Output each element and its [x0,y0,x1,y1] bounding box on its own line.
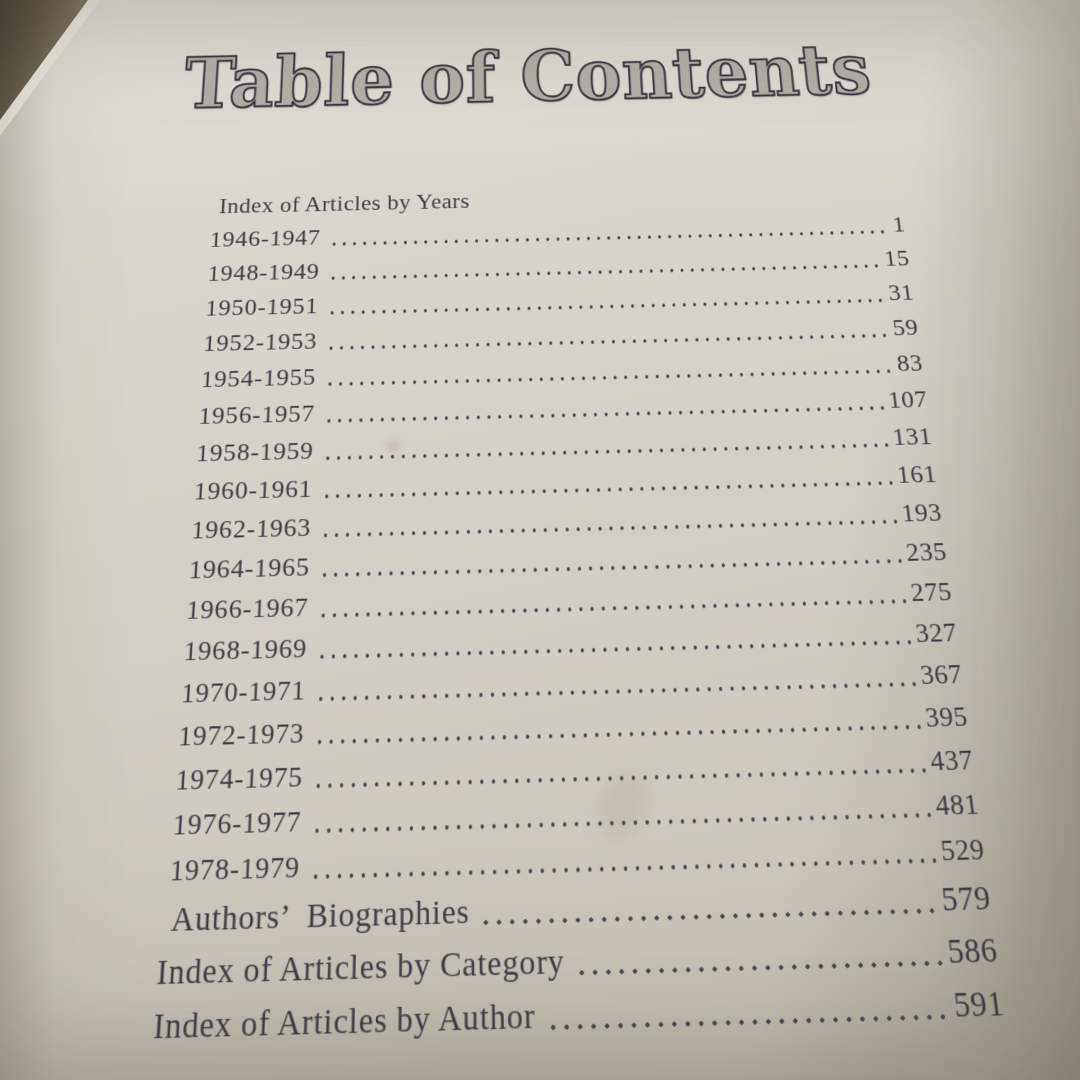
toc-entry-label: 1970-1971 [180,674,307,709]
toc-entry-page: 59 [891,314,920,341]
toc-entry-label: 1962-1963 [190,513,312,545]
toc-entry-page: 235 [904,537,949,567]
page-title-text: Table of Contents [181,28,877,126]
toc-entry-page: 161 [895,460,939,489]
toc-entry-label: 1956-1957 [197,400,316,430]
toc-entry-page: 579 [939,879,994,919]
toc-entry-page: 529 [938,832,987,868]
toc-entry-page: 437 [928,744,976,777]
toc-entry-page: 591 [951,984,1007,1026]
toc-entry-label: 1946-1947 [209,225,322,252]
toc-entry-label: 1960-1961 [193,474,313,506]
toc-entry-page: 1 [891,212,907,237]
toc-entry-label: 1958-1959 [195,437,315,468]
toc-entry-page: 395 [923,700,970,734]
toc-entry-label: 1976-1977 [171,805,303,842]
toc-entry-label: 1972-1973 [177,717,305,753]
toc-entry-page: 131 [891,422,934,451]
toc-entry-page: 193 [899,498,944,528]
toc-entry-label: 1968-1969 [182,633,308,667]
toc-entry-page: 83 [895,349,925,377]
toc-entry-label: 1966-1967 [185,592,310,626]
toc-entry-page: 327 [913,617,959,649]
toc-entry-page: 481 [933,788,981,822]
toc-entry-page: 367 [918,658,965,691]
toc-entry-label: 1974-1975 [174,760,304,797]
dot-leader [545,1013,951,1032]
toc-content: Table of Contents Index of Articles by Y… [0,28,1080,1080]
toc-entry-label: 1978-1979 [168,850,301,888]
dot-leader [479,907,938,927]
toc-entry-label: 1954-1955 [200,363,317,393]
toc-entry-page: 275 [909,576,954,608]
toc-entry-label: Index of Articles by Author [152,997,537,1048]
toc-entry-label: 1952-1953 [202,328,318,357]
dot-leader [574,959,944,977]
toc-list: Index of Articles by Years 1946-1947 1 1… [152,177,1008,1055]
toc-entry-label: 1950-1951 [204,293,319,321]
toc-entry-page: 31 [886,279,916,306]
toc-entry-label: 1964-1965 [188,552,311,585]
toc-entry-page: 107 [886,385,929,414]
toc-entry-label: Authors’ Biographies [170,893,470,940]
toc-entry-page: 15 [882,245,911,271]
toc-entry-label: 1948-1949 [206,258,321,287]
toc-entry-page: 586 [945,931,1000,972]
